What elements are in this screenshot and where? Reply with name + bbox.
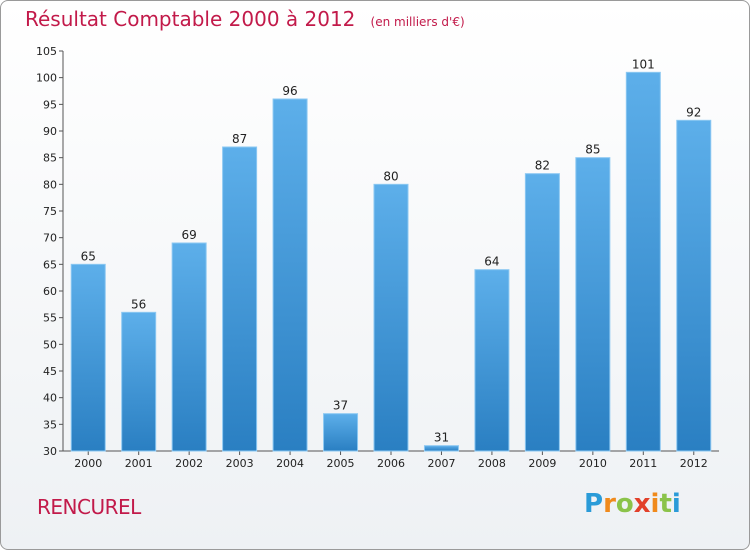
chart-title: Résultat Comptable 2000 à 2012 (en milli… xyxy=(25,7,465,31)
chart-bars xyxy=(70,71,712,452)
y-tick-label: 105 xyxy=(36,45,57,58)
y-tick-label: 60 xyxy=(43,285,57,298)
value-label-2005: 37 xyxy=(333,399,348,413)
x-tick-label-2007: 2007 xyxy=(427,457,455,470)
y-tick-label: 85 xyxy=(43,152,57,165)
value-label-2010: 85 xyxy=(585,143,600,157)
bar-2006 xyxy=(373,183,409,452)
value-label-2002: 69 xyxy=(182,228,197,242)
x-tick-label-2000: 2000 xyxy=(74,457,102,470)
x-tick-label-2001: 2001 xyxy=(125,457,153,470)
y-tick-label: 70 xyxy=(43,232,57,245)
bar-2011 xyxy=(625,71,661,452)
chart-value-labels: 65 56 69 87 96 37 80 31 64 82 85 101 92 xyxy=(81,57,702,444)
value-label-2001: 56 xyxy=(131,297,146,311)
value-label-2007: 31 xyxy=(434,431,449,445)
y-tick-label: 95 xyxy=(43,98,57,111)
bar-2012 xyxy=(676,119,712,452)
value-label-2011: 101 xyxy=(632,57,655,71)
x-tick-label-2005: 2005 xyxy=(327,457,355,470)
bar-2003 xyxy=(222,146,258,452)
value-label-2004: 96 xyxy=(282,84,297,98)
value-label-2008: 64 xyxy=(484,255,499,269)
value-label-2012: 92 xyxy=(686,105,701,119)
y-tick-label: 100 xyxy=(36,72,57,85)
value-label-2009: 82 xyxy=(535,159,550,173)
y-tick-label: 90 xyxy=(43,125,57,138)
y-tick-label: 30 xyxy=(43,445,57,458)
value-label-2000: 65 xyxy=(81,249,96,263)
y-tick-label: 45 xyxy=(43,365,57,378)
chart-subtitle: (en milliers d'€) xyxy=(370,15,465,29)
bar-2001 xyxy=(121,311,157,452)
y-tick-label: 55 xyxy=(43,312,57,325)
x-tick-label-2002: 2002 xyxy=(175,457,203,470)
x-tick-label-2011: 2011 xyxy=(629,457,657,470)
y-tick-label: 80 xyxy=(43,178,57,191)
x-tick-label-2004: 2004 xyxy=(276,457,304,470)
proxiti-logo: Proxiti xyxy=(584,489,681,519)
y-tick-label: 50 xyxy=(43,338,57,351)
bar-2002 xyxy=(171,242,207,452)
chart-title-main: Résultat Comptable 2000 à 2012 xyxy=(25,7,356,31)
commune-name: RENCUREL xyxy=(37,495,141,519)
y-tick-label: 65 xyxy=(43,258,57,271)
x-tick-label-2006: 2006 xyxy=(377,457,405,470)
bar-2008 xyxy=(474,269,510,452)
bar-2005 xyxy=(323,413,359,452)
chart-axes: 30 35 40 45 50 55 60 65 70 75 80 85 90 95 100 105 2000 20… xyxy=(36,45,719,470)
value-label-2006: 80 xyxy=(383,169,398,183)
bar-2007 xyxy=(423,445,459,452)
y-tick-label: 35 xyxy=(43,418,57,431)
x-tick-label-2012: 2012 xyxy=(680,457,708,470)
x-tick-label-2008: 2008 xyxy=(478,457,506,470)
bar-2000 xyxy=(70,263,106,452)
value-label-2003: 87 xyxy=(232,132,247,146)
bar-2010 xyxy=(575,157,611,452)
x-tick-label-2003: 2003 xyxy=(226,457,254,470)
y-tick-label: 75 xyxy=(43,205,57,218)
x-tick-label-2010: 2010 xyxy=(579,457,607,470)
bar-2004 xyxy=(272,98,308,452)
x-tick-label-2009: 2009 xyxy=(528,457,556,470)
y-tick-label: 40 xyxy=(43,392,57,405)
bar-2009 xyxy=(524,173,560,452)
